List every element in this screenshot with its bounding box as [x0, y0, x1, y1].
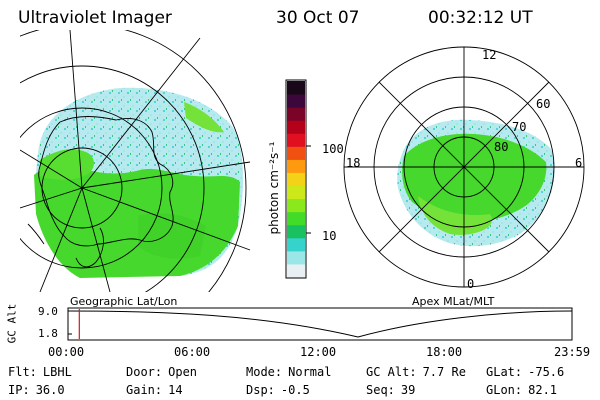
- colorbar-segment: [287, 250, 305, 265]
- ip-label: IP:: [8, 383, 30, 397]
- colorbar-segment: [287, 81, 305, 95]
- dsp-value: -0.5: [280, 383, 310, 397]
- mlat-label-70: 70: [512, 120, 527, 134]
- mode-value: Normal: [288, 365, 332, 379]
- colorbar-tick-10: 10: [322, 229, 337, 243]
- intensity-colorbar: [285, 79, 311, 279]
- colorbar-tick-100: 100: [322, 142, 344, 156]
- timeline-xtick-1800: 18:00: [426, 345, 463, 359]
- dsp-label: Dsp:: [246, 383, 275, 397]
- lat-lon-grid: [20, 30, 251, 292]
- observation-time: 00:32:12 UT: [428, 8, 533, 28]
- altitude-curve: [67, 310, 573, 338]
- colorbar-segment: [287, 146, 305, 160]
- door-value: Open: [168, 365, 198, 379]
- mlat-mlt-grid: [343, 46, 585, 288]
- colorbar-segment: [287, 107, 305, 121]
- geographic-map: [20, 30, 251, 292]
- mode-label: Mode:: [246, 365, 283, 379]
- filter-field: Flt: LBHL: [8, 366, 72, 378]
- glat-field: GLat: -75.6: [486, 366, 564, 378]
- aurora-emission: [34, 163, 240, 278]
- colorbar-segment: [287, 120, 305, 134]
- glon-label: GLon:: [486, 383, 523, 397]
- colorbar-segment: [287, 198, 305, 213]
- mlt-label-0: 0: [467, 277, 475, 291]
- colorbar-segment: [287, 185, 305, 200]
- colorbar-segment: [287, 133, 305, 147]
- dsp-field: Dsp: -0.5: [246, 384, 310, 396]
- seq-field: Seq: 39: [366, 384, 415, 396]
- glat-label: GLat:: [486, 365, 523, 379]
- instrument-title: Ultraviolet Imager: [18, 8, 172, 28]
- gain-value: 14: [168, 383, 183, 397]
- gc-alt-field: GC Alt: 7.7 Re: [366, 366, 466, 378]
- colorbar-unit-label: photon cm⁻²s⁻¹: [267, 141, 281, 235]
- timeline-xtick-1200: 12:00: [300, 345, 337, 359]
- colorbar-segment: [287, 172, 305, 187]
- antarctica-outline: [38, 116, 174, 247]
- colorbar-segment: [287, 237, 305, 252]
- mode-field: Mode: Normal: [246, 366, 331, 378]
- left-map-caption: Geographic Lat/Lon: [70, 295, 178, 308]
- observation-date: 30 Oct 07: [276, 8, 360, 28]
- colorbar-segment: [287, 224, 305, 239]
- mlt-label-12: 12: [482, 48, 497, 62]
- gc-alt-label: GC Alt:: [366, 365, 417, 379]
- mlt-label-18: 18: [346, 156, 361, 170]
- mlt-label-6: 6: [575, 156, 583, 170]
- right-map-caption: Apex MLat/MLT: [412, 295, 495, 308]
- glon-field: GLon: 82.1: [486, 384, 557, 396]
- timeline-ytick-9: 9.0: [38, 305, 58, 318]
- gain-field: Gain: 14: [126, 384, 183, 396]
- colorbar-segment: [287, 211, 305, 226]
- filter-label: Flt:: [8, 365, 37, 379]
- ip-field: IP: 36.0: [8, 384, 65, 396]
- door-field: Door: Open: [126, 366, 197, 378]
- seq-label: Seq:: [366, 383, 395, 397]
- timeline-ylabel: GC Alt: [5, 303, 19, 344]
- seq-value: 39: [400, 383, 416, 397]
- apex-map: [343, 46, 585, 288]
- timeline-xtick-0600: 06:00: [174, 345, 211, 359]
- timeline-ytick-1-8: 1.8: [38, 327, 58, 340]
- ip-value: 36.0: [35, 383, 65, 397]
- timeline-xtick-0000: 00:00: [48, 345, 85, 359]
- gc-alt-value: 7.7 Re: [422, 365, 466, 379]
- orbit-altitude-plot: [67, 307, 573, 341]
- door-label: Door:: [126, 365, 163, 379]
- mlat-label-80: 80: [494, 140, 509, 154]
- filter-value: LBHL: [42, 365, 72, 379]
- colorbar-segment: [287, 263, 305, 278]
- colorbar-segment: [287, 159, 305, 173]
- glon-value: 82.1: [528, 383, 558, 397]
- glat-value: -75.6: [528, 365, 565, 379]
- timeline-xtick-2359: 23:59: [554, 345, 591, 359]
- colorbar-segment: [287, 94, 305, 108]
- gain-label: Gain:: [126, 383, 163, 397]
- mlat-label-60: 60: [536, 97, 551, 111]
